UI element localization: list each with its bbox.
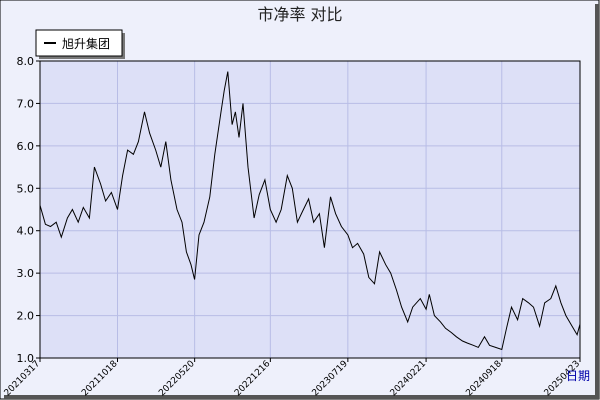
y-tick-label: 6.0	[17, 140, 35, 153]
y-tick-label: 5.0	[17, 182, 35, 195]
legend: 旭升集团	[35, 29, 125, 59]
series-line	[39, 71, 581, 351]
chart-title: 市净率 对比	[257, 5, 342, 24]
frame-shadow-right	[595, 4, 599, 399]
legend-entry-label: 旭升集团	[62, 36, 110, 51]
y-tick-label: 8.0	[17, 55, 35, 68]
plot-border	[39, 60, 581, 359]
y-tick-label: 4.0	[17, 225, 35, 238]
y-tick-label: 7.0	[17, 97, 35, 110]
frame-shadow-bottom	[4, 395, 599, 399]
y-tick-label: 1.0	[17, 352, 35, 365]
series-lines	[39, 71, 581, 351]
y-tick-label: 3.0	[17, 267, 35, 280]
y-tick-label: 2.0	[17, 310, 35, 323]
plot-area	[40, 61, 580, 358]
x-axis-label: 日期	[566, 369, 590, 383]
